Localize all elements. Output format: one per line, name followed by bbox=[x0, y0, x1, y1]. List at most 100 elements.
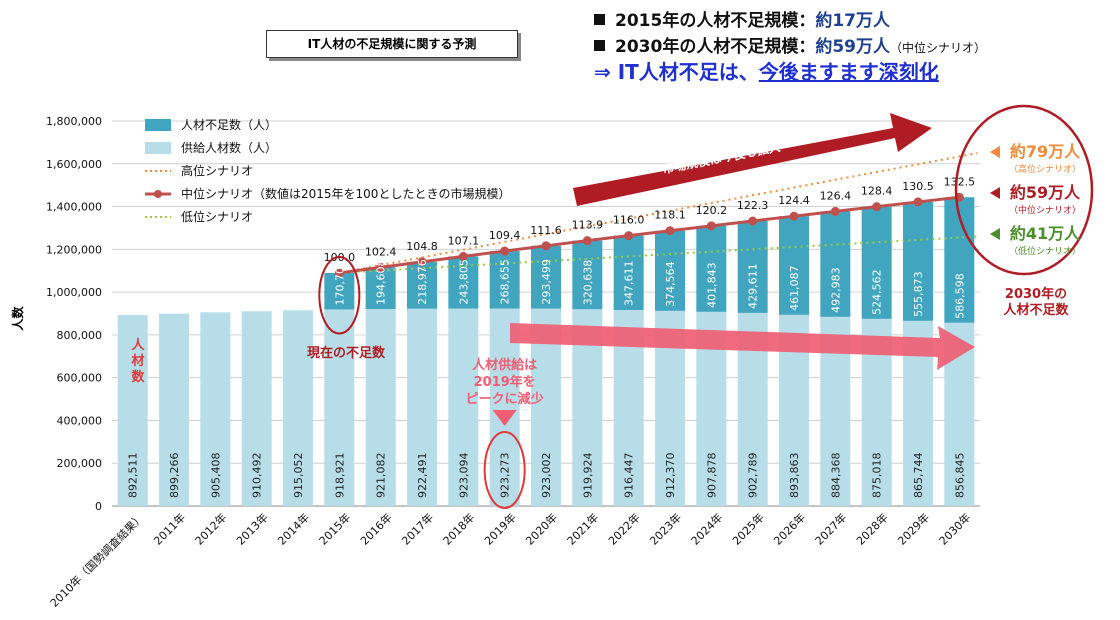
legend-label: 高位シナリオ bbox=[181, 163, 253, 178]
chart-title: IT人材の不足規模に関する予測 bbox=[266, 30, 518, 58]
high-scenario-line bbox=[339, 152, 978, 274]
shortage-2030-label: 人材不足数 bbox=[1003, 302, 1069, 318]
shortage-value-label: 268,655 bbox=[499, 259, 512, 304]
supply-peak-ellipse bbox=[483, 431, 526, 509]
market-growth-arrow-icon bbox=[573, 113, 932, 206]
mid-scenario-point bbox=[376, 262, 386, 272]
x-tick-label: 2017年 bbox=[399, 510, 436, 547]
mid-scenario-point bbox=[334, 268, 344, 278]
mid-scenario-point bbox=[872, 202, 882, 212]
square-bullet-icon bbox=[594, 40, 605, 51]
shortage-bar bbox=[365, 267, 396, 309]
shortage-value-label: 461,087 bbox=[788, 265, 801, 311]
market-index-label: 120.2 bbox=[696, 204, 728, 217]
y-tick-label: 1,800,000 bbox=[46, 115, 102, 128]
market-index-label: 109.4 bbox=[489, 229, 521, 242]
x-tick-label: 2024年 bbox=[688, 510, 725, 547]
mid-scenario-point bbox=[624, 231, 634, 241]
mid-scenario-point bbox=[748, 216, 758, 226]
mid-scenario-point bbox=[789, 211, 799, 221]
header-line2-note: （中位シナリオ） bbox=[890, 41, 987, 55]
x-tick-label: 2029年 bbox=[895, 510, 932, 547]
supply-value-label: 899,266 bbox=[168, 453, 181, 499]
shortage-value-label: 170,700 bbox=[333, 260, 346, 306]
legend-label: 人材不足数（人） bbox=[181, 117, 277, 132]
shortage-value-label: 429,611 bbox=[747, 263, 760, 309]
shortage-value-label: 524,562 bbox=[871, 269, 884, 315]
x-tick-label: 2016年 bbox=[357, 510, 394, 547]
x-tick-label: 2015年 bbox=[316, 510, 353, 547]
shortage-bar bbox=[820, 211, 851, 317]
supply-decline-arrow-icon bbox=[510, 323, 975, 370]
x-tick-label: 2021年 bbox=[564, 510, 601, 547]
x-tick-label: 2027年 bbox=[812, 510, 849, 547]
shortage-bar bbox=[324, 272, 355, 310]
supply-value-label: 923,002 bbox=[540, 453, 553, 499]
shortage-value-label: 293,499 bbox=[540, 259, 553, 305]
market-index-label: 126.4 bbox=[820, 189, 852, 202]
shortage-bar bbox=[903, 201, 933, 321]
scenario-value-label: 約41万人 bbox=[1010, 224, 1081, 243]
x-tick-label: 2023年 bbox=[647, 510, 684, 547]
market-index-label: 128.4 bbox=[861, 185, 893, 198]
x-tick-label: 2011年 bbox=[151, 510, 188, 547]
shortage-bar bbox=[489, 251, 520, 309]
shortage-value-label: 374,564 bbox=[664, 261, 677, 307]
y-tick-label: 1,200,000 bbox=[46, 243, 102, 256]
supply-peak-label: 2019年を bbox=[474, 374, 536, 390]
shortage-value-label: 218,976 bbox=[416, 259, 429, 305]
x-tick-label: 2012年 bbox=[192, 510, 229, 547]
x-tick-label: 2019年 bbox=[481, 510, 518, 547]
supply-bar bbox=[324, 309, 355, 506]
supply-value-label: 918,921 bbox=[333, 453, 346, 499]
x-tick-label: 2010年（国勢調査結果） bbox=[47, 510, 147, 610]
shortage-value-label: 492,983 bbox=[829, 267, 842, 313]
market-index-label: 132.5 bbox=[944, 175, 976, 188]
supply-bar bbox=[159, 313, 189, 506]
mid-scenario-point bbox=[500, 246, 510, 256]
supply-value-label: 919,924 bbox=[581, 453, 594, 499]
market-index-label: 104.8 bbox=[406, 240, 438, 253]
market-index-label: 124.4 bbox=[778, 194, 810, 207]
shortage-bar bbox=[448, 256, 479, 309]
shortage-value-label: 194,608 bbox=[375, 259, 388, 305]
header-line-1: 2015年の人材不足規模：約17万人 bbox=[594, 6, 890, 31]
side-label-char: 材 bbox=[131, 353, 144, 369]
y-tick-label: 1,400,000 bbox=[46, 201, 102, 214]
supply-value-label: 915,052 bbox=[292, 453, 305, 499]
x-tick-label: 2013年 bbox=[233, 510, 270, 547]
market-index-label: 116.0 bbox=[613, 214, 645, 227]
shortage-bar bbox=[696, 225, 727, 312]
y-tick-label: 200,000 bbox=[57, 457, 103, 470]
supply-value-label: 910,492 bbox=[251, 453, 264, 499]
supply-bar bbox=[365, 308, 396, 506]
supply-bar bbox=[407, 308, 437, 506]
side-label-char: 人 bbox=[131, 337, 145, 353]
scenario-note-label: （低位シナリオ） bbox=[1009, 245, 1081, 257]
market-index-label: 118.1 bbox=[654, 209, 686, 222]
mid-scenario-line bbox=[339, 195, 960, 275]
supply-value-label: 875,018 bbox=[871, 453, 884, 499]
mid-scenario-point bbox=[541, 241, 551, 251]
shortage-bar bbox=[572, 240, 603, 310]
x-tick-label: 2022年 bbox=[605, 510, 642, 547]
y-tick-label: 1,600,000 bbox=[46, 158, 102, 171]
shortage-value-label: 347,611 bbox=[623, 260, 636, 306]
supply-value-label: 912,370 bbox=[664, 453, 677, 499]
left-pointer-icon bbox=[990, 146, 1000, 158]
y-tick-label: 800,000 bbox=[57, 329, 103, 342]
mid-scenario-point bbox=[665, 226, 675, 236]
header-line1-value: 約17万人 bbox=[815, 11, 890, 31]
supply-value-label: 865,744 bbox=[912, 453, 925, 499]
market-index-label: 111.6 bbox=[530, 224, 562, 237]
shortage-bar bbox=[737, 221, 768, 313]
shortage-value-label: 401,843 bbox=[705, 262, 718, 308]
supply-value-label: 907,878 bbox=[705, 453, 718, 499]
shortage-bar bbox=[779, 216, 809, 315]
shortage-bar bbox=[861, 206, 892, 319]
supply-value-label: 923,094 bbox=[457, 452, 470, 498]
supply-value-label: 902,789 bbox=[747, 453, 760, 499]
market-index-label: 122.3 bbox=[737, 199, 769, 212]
x-tick-label: 2025年 bbox=[729, 510, 766, 547]
